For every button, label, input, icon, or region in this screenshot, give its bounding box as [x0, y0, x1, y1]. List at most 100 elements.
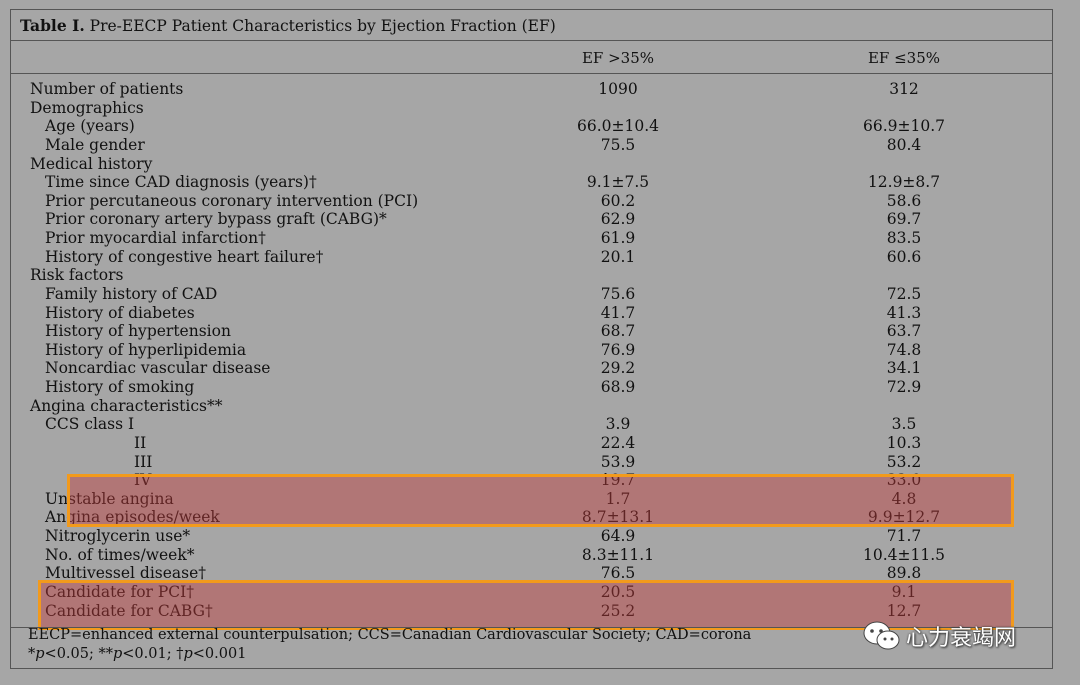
wechat-logo-icon: [863, 621, 900, 650]
table-row: II 22.4 10.3: [0, 434, 1080, 452]
row-label: Candidate for PCI†: [45, 583, 195, 601]
table-row: Prior percutaneous coronary intervention…: [0, 192, 1080, 210]
row-label: Prior percutaneous coronary intervention…: [45, 191, 419, 210]
title-bar: [10, 9, 1053, 41]
cell-v2: 69.7: [886, 210, 922, 229]
row-label: History of hypertension: [45, 322, 231, 341]
row-label: Prior myocardial infarction†: [45, 229, 266, 248]
table-row: History of congestive heart failure† 20.1…: [0, 248, 1080, 266]
footnote-abbreviations: EECP=enhanced external counterpulsation;…: [28, 627, 752, 643]
table-row: Prior coronary artery bypass graft (CABG…: [0, 210, 1080, 228]
cell-v1: 61.9: [600, 229, 636, 248]
table-row: Candidate for CABG† 25.2 12.7: [0, 602, 1080, 620]
cell-v1: 20.1: [600, 247, 636, 266]
table-row: Medical history: [0, 155, 1080, 173]
table-row: Age (years) 66.0±10.4 66.9±10.7: [0, 117, 1080, 135]
cell-v2: 41.3: [886, 303, 922, 322]
table-row: No. of times/week* 8.3±11.1 10.4±11.5: [0, 546, 1080, 564]
row-label: Unstable angina: [45, 489, 174, 508]
table-row: History of smoking 68.9 72.9: [0, 378, 1080, 396]
table-row: Risk factors: [0, 266, 1080, 284]
table-row: History of diabetes 41.7 41.3: [0, 304, 1080, 322]
cell-v1: 20.5: [600, 583, 636, 601]
table-row: History of hyperlipidemia 76.9 74.8: [0, 341, 1080, 359]
column-header-ef-under-35: EF ≤35%: [867, 49, 941, 67]
row-label: Medical history: [30, 154, 153, 173]
cell-v1: 8.3±11.1: [581, 545, 655, 564]
cell-v2: 10.3: [886, 433, 922, 452]
cell-v2: 71.7: [886, 527, 922, 546]
cell-v2: 9.1: [891, 583, 917, 601]
table-row: Unstable angina 1.7 4.8: [0, 490, 1080, 508]
cell-v1: 68.9: [600, 378, 636, 397]
table-title: Table I. Pre-EECP Patient Characteristic…: [20, 16, 556, 35]
table-row: Time since CAD diagnosis (years)† 9.1±7.5…: [0, 173, 1080, 191]
cell-v2: 3.5: [891, 415, 917, 434]
row-label: Prior coronary artery bypass graft (CABG…: [45, 210, 387, 229]
row-label: Candidate for CABG†: [45, 601, 213, 620]
table-row: Number of patients 1090 312: [0, 80, 1080, 98]
table-row: Candidate for PCI† 20.5 9.1: [0, 583, 1080, 601]
row-label: No. of times/week*: [45, 545, 195, 564]
cell-v1: 22.4: [600, 433, 636, 452]
table-row: Male gender 75.5 80.4: [0, 136, 1080, 154]
footnote-significance: *p<0.05; **p<0.01; †p<0.001: [28, 646, 247, 662]
cell-v2: 80.4: [886, 135, 922, 154]
row-label: Nitroglycerin use*: [45, 527, 191, 546]
watermark-text: 心力衰竭网: [906, 626, 1017, 651]
cell-v2: 12.7: [886, 601, 922, 620]
cell-v1: 41.7: [600, 303, 636, 322]
table-row: III 53.9 53.2: [0, 453, 1080, 471]
table-row: History of hypertension 68.7 63.7: [0, 322, 1080, 340]
cell-v1: 25.2: [600, 601, 636, 620]
row-label: Age (years): [45, 117, 135, 136]
table-row: CCS class I 3.9 3.5: [0, 415, 1080, 433]
row-label: Noncardiac vascular disease: [45, 359, 271, 378]
cell-v1: 60.2: [600, 191, 636, 210]
cell-v2: 10.4±11.5: [862, 545, 946, 564]
row-label: CCS class I: [45, 415, 135, 434]
cell-v2: 74.8: [886, 340, 922, 359]
row-label: Multivessel disease†: [45, 564, 207, 583]
cell-v1: 29.2: [600, 359, 636, 378]
row-label: II: [134, 433, 147, 452]
table-row: Noncardiac vascular disease 29.2 34.1: [0, 359, 1080, 377]
table-row: Angina episodes/week 8.7±13.1 9.9±12.7: [0, 508, 1080, 526]
row-label: Angina characteristics**: [30, 396, 223, 415]
highlight-box-candidate: [38, 580, 1014, 630]
watermark: 心力衰竭网: [862, 612, 1052, 658]
cell-v1: 9.1±7.5: [586, 173, 650, 192]
table-frame: [10, 9, 1053, 669]
table-row: Family history of CAD 75.6 72.5: [0, 285, 1080, 303]
row-label: Number of patients: [30, 80, 184, 98]
row-label: Male gender: [45, 135, 145, 154]
row-label: History of diabetes: [45, 303, 195, 322]
cell-v2: 9.9±12.7: [867, 508, 941, 527]
cell-v1: 3.9: [605, 415, 631, 434]
cell-v2: 72.5: [886, 284, 922, 303]
cell-v1: 8.7±13.1: [581, 508, 655, 527]
cell-v1: 1090: [598, 80, 638, 98]
cell-v2: 89.8: [886, 564, 922, 583]
table-row: Multivessel disease† 76.5 89.8: [0, 564, 1080, 582]
row-label: History of smoking: [45, 378, 195, 397]
table-row: Demographics: [0, 99, 1080, 117]
cell-v2: 66.9±10.7: [862, 117, 946, 136]
row-label: Demographics: [30, 98, 144, 117]
cell-v1: 75.5: [600, 135, 636, 154]
table-row: Prior myocardial infarction† 61.9 83.5: [0, 229, 1080, 247]
cell-v2: 58.6: [886, 191, 922, 210]
cell-v1: 68.7: [600, 322, 636, 341]
table-bottom-rule: [10, 627, 1053, 628]
column-header-row: [10, 41, 1053, 74]
cell-v1: 75.6: [600, 284, 636, 303]
cell-v2: 4.8: [891, 489, 917, 508]
cell-v2: 12.9±8.7: [867, 173, 941, 192]
cell-v1: 1.7: [605, 489, 631, 508]
cell-v1: 76.5: [600, 564, 636, 583]
highlight-box-angina: [67, 474, 1014, 527]
table-row: Nitroglycerin use* 64.9 71.7: [0, 527, 1080, 545]
column-header-ef-over-35: EF >35%: [581, 49, 655, 67]
row-label: Time since CAD diagnosis (years)†: [45, 173, 317, 192]
row-label: Family history of CAD: [45, 284, 218, 303]
